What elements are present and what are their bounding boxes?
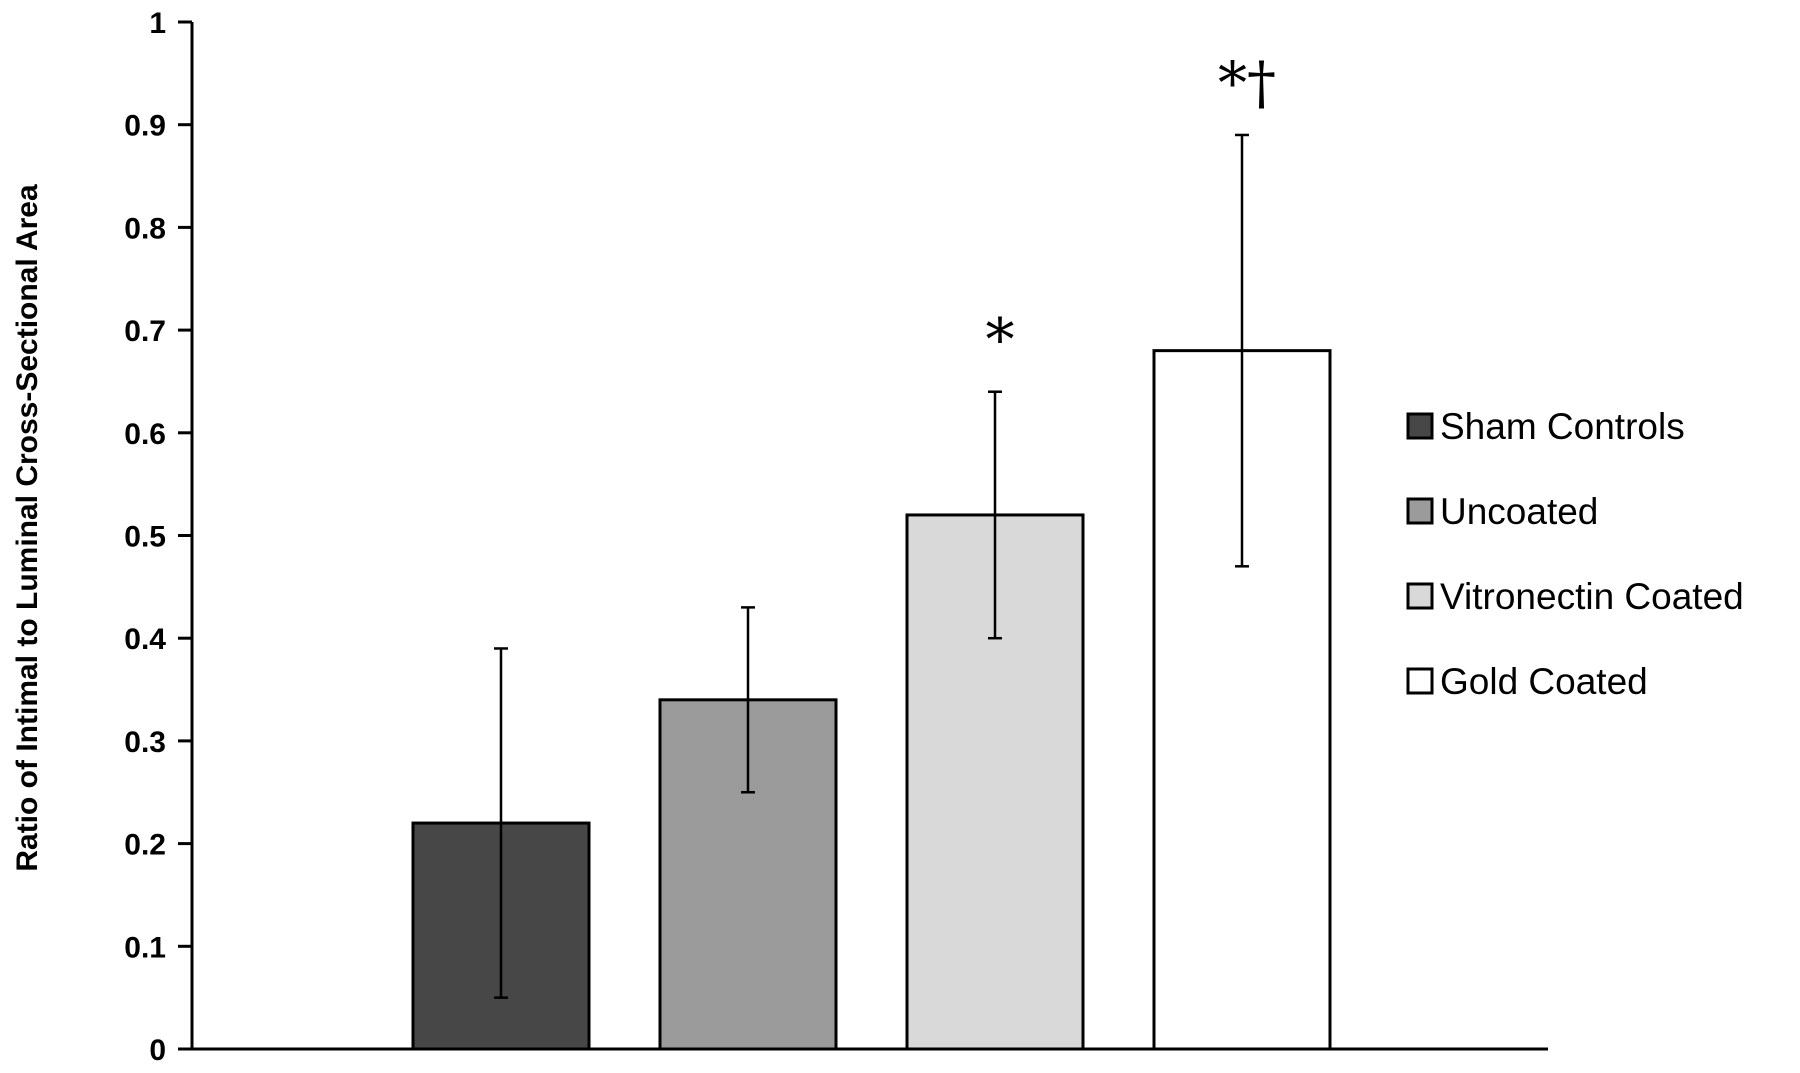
legend-swatch-2: [1406, 497, 1434, 525]
legend-label-4: Gold Coated: [1440, 661, 1648, 702]
y-tick-label: 1: [149, 7, 166, 40]
y-tick-label: 0.2: [124, 829, 166, 862]
legend: Sham Controls Uncoated Vitronectin Coated G…: [1406, 406, 1744, 702]
y-axis: 0 0.1 0.2 0.3 0.4 0.5 0.6 0.7 0.8 0.9 1: [124, 7, 1548, 1067]
legend-swatch-4: [1406, 667, 1434, 695]
legend-label-2: Uncoated: [1440, 491, 1598, 532]
y-tick-label: 0.3: [124, 726, 166, 759]
legend-label-1: Sham Controls: [1440, 406, 1685, 447]
y-tick-label: 0.1: [124, 931, 166, 964]
y-tick-label: 0.4: [124, 623, 166, 656]
y-tick-label: 0.9: [124, 110, 166, 143]
error-bars: [494, 133, 1249, 999]
y-tick-label: 0: [149, 1034, 166, 1067]
legend-swatch-1: [1406, 412, 1434, 440]
legend-swatch-3: [1406, 582, 1434, 610]
legend-label-3: Vitronectin Coated: [1440, 576, 1744, 617]
y-tick-label: 0.8: [124, 212, 166, 245]
significance-annotations: * *†: [986, 49, 1277, 374]
y-tick-label: 0.6: [124, 418, 166, 451]
significance-mark-3: *: [986, 306, 1015, 374]
y-tick-label: 0.5: [124, 521, 166, 554]
significance-mark-4: *†: [1218, 49, 1276, 117]
y-axis-label: Ratio of Intimal to Luminal Cross-Sectio…: [11, 184, 44, 872]
y-tick-label: 0.7: [124, 315, 166, 348]
bars: [411, 349, 1332, 1051]
